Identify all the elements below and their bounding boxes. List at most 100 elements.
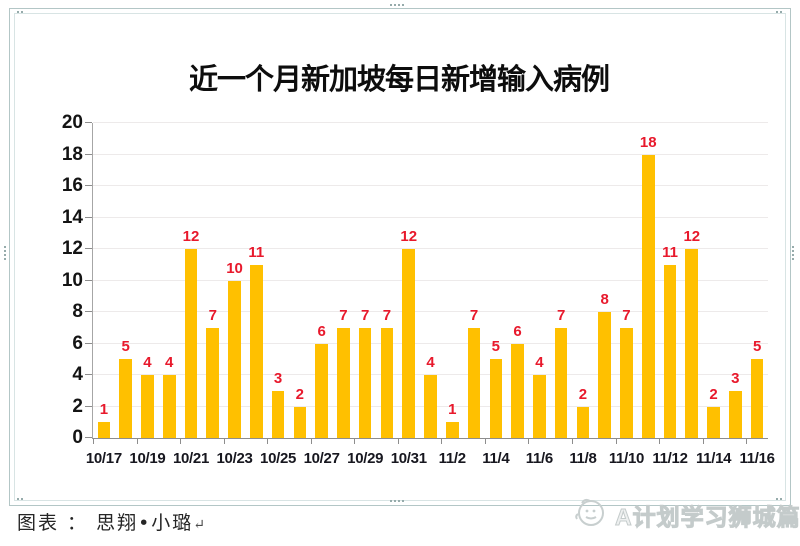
- gridline: [93, 122, 768, 123]
- bar-value-label: 12: [182, 228, 200, 245]
- bar-value-label: 18: [639, 133, 657, 151]
- paragraph-return-mark: ↵: [193, 517, 206, 533]
- y-axis-tick-label: 8: [72, 301, 83, 322]
- y-axis-tick: [85, 374, 92, 375]
- x-axis-tick: [136, 438, 138, 444]
- resize-handle-left-middle[interactable]: [4, 246, 6, 260]
- bar: [402, 249, 416, 438]
- resize-handle-right-middle[interactable]: [792, 246, 794, 260]
- resize-handle-bottom-left[interactable]: [17, 498, 23, 500]
- bar-value-label: 6: [317, 322, 326, 340]
- bar-value-label: 6: [513, 322, 522, 340]
- resize-handle-bottom-right[interactable]: [776, 498, 782, 500]
- bar: [663, 264, 677, 438]
- x-axis-tick: [484, 438, 486, 444]
- bar-value-label: 2: [709, 385, 718, 403]
- bar: [206, 327, 220, 438]
- y-axis-tick-label: 12: [61, 238, 83, 259]
- resize-handle-top-center[interactable]: [390, 4, 404, 6]
- bar-value-label: 5: [491, 338, 500, 356]
- bar: [249, 264, 263, 438]
- y-axis-tick: [85, 342, 92, 344]
- resize-handle-top-left[interactable]: [17, 11, 23, 13]
- resize-handle-bottom-center[interactable]: [390, 500, 404, 502]
- x-axis-tick: [659, 438, 661, 444]
- x-axis-tick-label: 10/25: [260, 450, 297, 467]
- x-axis-tick: [441, 438, 443, 444]
- bar-value-label: 4: [143, 354, 152, 371]
- x-axis-tick-label: 11/10: [608, 450, 645, 467]
- x-axis-tick: [746, 438, 748, 444]
- x-axis-tick-label: 10/17: [85, 450, 122, 467]
- x-axis-tick: [267, 438, 269, 444]
- x-axis-tick-label: 10/27: [303, 450, 340, 467]
- x-axis-tick-label: 11/12: [652, 450, 688, 467]
- x-axis-tick-label: 10/23: [216, 450, 253, 467]
- bar-value-label: 1: [448, 401, 457, 419]
- y-axis-tick: [85, 185, 92, 186]
- bar: [162, 375, 176, 438]
- bar: [380, 327, 394, 438]
- x-axis-tick: [223, 438, 225, 444]
- bar-value-label: 7: [208, 306, 217, 324]
- chart-caption: 图表 ： 思翔•小璐↵: [17, 508, 205, 535]
- bar: [489, 359, 503, 438]
- bar-value-label: 10: [226, 259, 243, 277]
- bar: [119, 359, 132, 438]
- bar-value-label: 8: [600, 291, 609, 308]
- gridline: [93, 342, 768, 344]
- bar-value-label: 4: [426, 354, 435, 371]
- y-axis-tick-label: 10: [61, 269, 83, 291]
- bar: [271, 390, 285, 438]
- bar-value-label: 4: [165, 354, 174, 371]
- bar: [750, 359, 764, 438]
- bar-value-label: 7: [622, 306, 631, 324]
- y-axis-tick: [85, 311, 92, 312]
- embedded-chart-object[interactable]: 近一个月新加坡每日新增输入病例 0 2 4 6 8 10 12 14 16 18 20 1 5 4 4 12…: [15, 14, 783, 498]
- x-axis-tick-label: 11/14: [695, 450, 732, 467]
- y-axis-tick: [85, 216, 92, 218]
- x-axis-tick-label: 10/29: [347, 450, 384, 467]
- bar-value-label: 11: [662, 243, 678, 261]
- gridline: [93, 279, 768, 281]
- bar: [315, 343, 328, 438]
- bar-value-label: 3: [731, 369, 740, 387]
- x-axis-tick: [354, 438, 356, 444]
- bar: [424, 375, 437, 438]
- x-axis-tick-label: 11/4: [482, 450, 510, 467]
- y-axis-tick-label: 14: [61, 206, 83, 228]
- y-axis-tick-label: 18: [61, 143, 83, 165]
- x-axis-tick: [397, 438, 399, 444]
- y-axis-tick-label: 4: [72, 364, 83, 385]
- x-axis-tick-label: 10/19: [129, 450, 166, 467]
- bar: [598, 312, 611, 438]
- bar-value-label: 4: [535, 354, 544, 371]
- gridline: [93, 185, 768, 186]
- watermark: A计划学习狮城篇: [572, 494, 800, 535]
- x-axis-tick: [615, 438, 617, 444]
- y-axis-labels: 0 2 4 6 8 10 12 14 16 18 20: [41, 113, 83, 448]
- x-axis-tick-label: 10/31: [390, 450, 427, 467]
- gridline: [93, 248, 768, 249]
- x-axis-tick: [93, 438, 94, 444]
- bar: [707, 406, 720, 438]
- y-axis-tick-label: 0: [72, 427, 83, 448]
- bar: [97, 422, 111, 438]
- gridline: [93, 311, 768, 312]
- bar: [293, 406, 307, 438]
- x-axis-tick-label: 11/6: [525, 450, 553, 467]
- bar: [467, 327, 481, 438]
- x-axis-tick-label: 11/8: [569, 450, 597, 467]
- plot-area: 1 5 4 4 12 7 10 11 3 2 6 7 7 7 12 4 1 7 5 6 4 7 2 8 7 18 11 12 2 3 5 10…: [85, 122, 775, 467]
- bar-value-label: 2: [295, 385, 305, 403]
- x-axis-tick: [310, 438, 312, 444]
- bar: [228, 280, 241, 438]
- watermark-text: A计划学习狮城篇: [615, 503, 800, 530]
- bar-value-label: 7: [361, 306, 370, 324]
- y-axis-tick: [85, 405, 92, 407]
- y-axis-tick: [85, 437, 92, 438]
- resize-handle-top-right[interactable]: [776, 11, 782, 13]
- y-axis-tick-label: 6: [72, 332, 83, 354]
- bar: [685, 249, 699, 438]
- y-axis-tick: [85, 248, 92, 249]
